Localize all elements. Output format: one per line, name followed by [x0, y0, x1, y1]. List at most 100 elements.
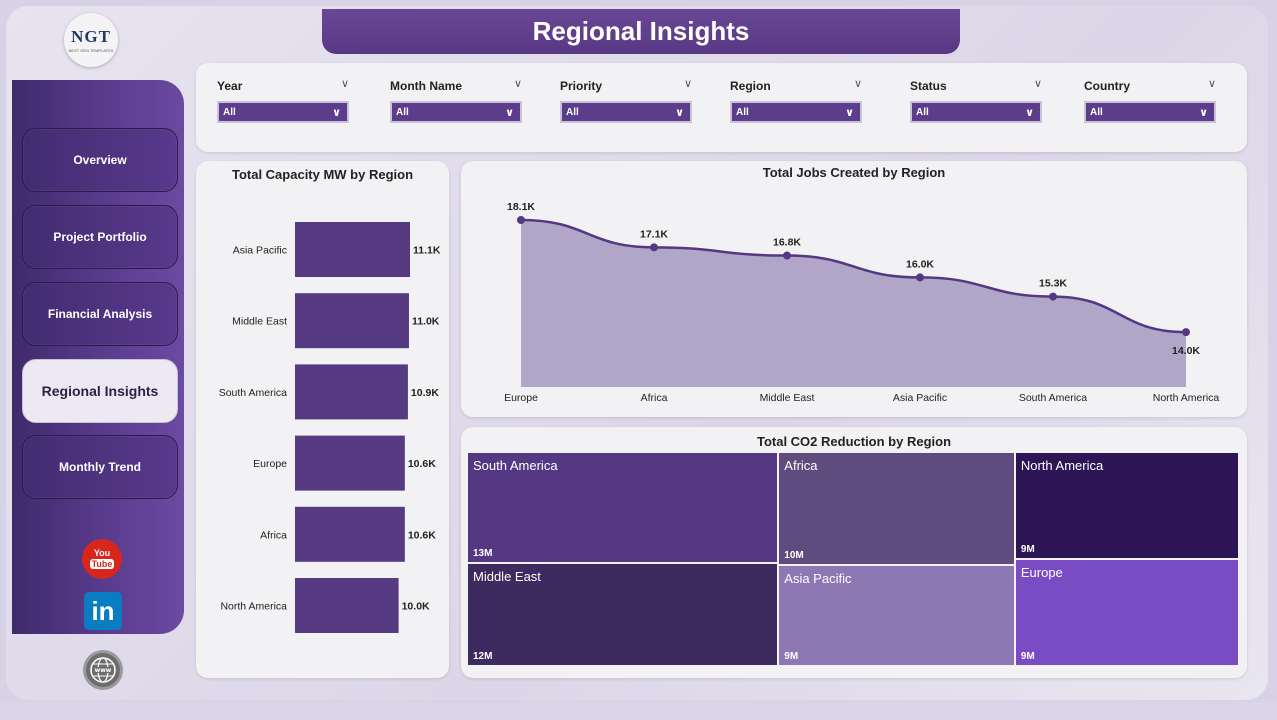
jobs-data-label: 16.0K	[906, 258, 934, 270]
capacity-bar[interactable]	[295, 364, 408, 420]
jobs-data-label: 15.3K	[1039, 278, 1067, 290]
filter-year: Year ∨ All ∨	[217, 78, 349, 123]
youtube-icon[interactable]: You Tube	[82, 539, 122, 579]
jobs-data-label: 17.1K	[640, 228, 668, 240]
chevron-down-icon[interactable]: ∨	[340, 78, 349, 90]
co2-chart-title: Total CO2 Reduction by Region	[756, 434, 952, 449]
jobs-area-fill	[521, 220, 1186, 387]
select-value: All	[566, 106, 579, 118]
treemap-cell-value: 9M	[1020, 651, 1035, 662]
treemap-cell-value: 10M	[784, 549, 804, 561]
linkedin-icon[interactable]: in	[84, 592, 122, 630]
month-name-select[interactable]: All ∨	[390, 101, 522, 123]
nav-overview-button[interactable]: Overview	[22, 128, 178, 192]
capacity-category-label: Africa	[260, 529, 287, 541]
nav-financial-analysis-button[interactable]: Financial Analysis	[22, 282, 178, 346]
ngt-logo: NGT NEXT GEN TEMPLATES	[64, 13, 118, 67]
filter-month-name: Month Name ∨ All ∨	[390, 78, 522, 123]
chevron-down-icon[interactable]: ∨	[683, 78, 692, 90]
capacity-category-label: North America	[220, 601, 287, 613]
treemap-cell[interactable]: South America 13M	[468, 453, 778, 563]
country-select[interactable]: All ∨	[1084, 101, 1216, 123]
treemap-cell[interactable]: Africa 10M	[779, 453, 1014, 564]
treemap-cell[interactable]: Europe 9M	[1015, 560, 1238, 665]
select-value: All	[916, 106, 929, 118]
treemap-cell-name: Middle East	[473, 569, 541, 585]
capacity-bar[interactable]	[295, 578, 399, 633]
filter-label: Priority	[560, 79, 603, 93]
capacity-data-label: 10.0K	[402, 601, 430, 613]
filter-label: Region	[730, 79, 771, 93]
jobs-data-point[interactable]	[1049, 292, 1057, 301]
capacity-bar[interactable]	[295, 506, 405, 562]
logo-text: NGT	[71, 27, 111, 46]
jobs-area-chart: 18.1K Europe 17.1K Africa 16.8K Middle East 16…	[504, 201, 1220, 404]
capacity-data-label: 11.0K	[412, 316, 440, 328]
jobs-data-point[interactable]	[916, 273, 924, 282]
treemap-cell[interactable]: Asia Pacific 9M	[779, 565, 1014, 665]
capacity-bar[interactable]	[295, 222, 410, 277]
filter-region: Region ∨ All ∨	[730, 78, 862, 123]
jobs-category-label: North America	[1153, 392, 1220, 404]
filter-label: Status	[910, 79, 947, 93]
chevron-down-icon[interactable]: ∨	[1207, 78, 1216, 90]
nav-monthly-trend-button[interactable]: Monthly Trend	[22, 435, 178, 499]
jobs-category-label: Africa	[641, 392, 668, 404]
jobs-chart-card: Total Jobs Created by Region 18.1K Europe…	[461, 161, 1247, 417]
capacity-category-label: Asia Pacific	[233, 245, 287, 257]
jobs-category-label: Asia Pacific	[893, 392, 947, 404]
nav-label: Project Portfolio	[53, 230, 147, 244]
filter-panel: Year ∨ All ∨ Month Name ∨ All ∨ Priority ∨…	[196, 63, 1247, 152]
jobs-data-point[interactable]	[517, 216, 525, 224]
jobs-data-label: 14.0K	[1172, 345, 1200, 357]
treemap-cell-value: 12M	[473, 650, 493, 662]
treemap-cell[interactable]: Middle East 12M	[468, 564, 778, 665]
nav-label: Monthly Trend	[59, 460, 141, 474]
filter-status: Status ∨ All ∨	[910, 78, 1042, 123]
treemap-cell-name: North America	[1020, 458, 1104, 473]
treemap-cell-name: Africa	[784, 458, 818, 473]
priority-select[interactable]: All ∨	[560, 101, 692, 123]
jobs-data-point[interactable]	[783, 251, 791, 260]
jobs-category-label: Europe	[504, 392, 538, 404]
capacity-data-label: 10.9K	[411, 387, 439, 399]
treemap-cell-value: 9M	[784, 650, 799, 662]
svg-text:www: www	[95, 667, 112, 674]
treemap-cell-name: Europe	[1020, 565, 1063, 580]
jobs-data-label: 18.1K	[507, 201, 535, 213]
nav-regional-insights-button[interactable]: Regional Insights	[22, 359, 178, 423]
chevron-down-icon[interactable]: ∨	[513, 78, 522, 90]
chevron-down-icon: ∨	[332, 106, 341, 119]
capacity-bar-chart: Asia Pacific 11.1K Middle East 11.0K South A…	[219, 222, 441, 633]
jobs-data-point[interactable]	[650, 243, 658, 252]
co2-chart-card: Total CO2 Reduction by Region South Amer…	[461, 427, 1247, 678]
globe-icon[interactable]: www	[83, 650, 123, 690]
jobs-data-label: 16.8K	[773, 237, 801, 249]
jobs-data-point[interactable]	[1182, 328, 1190, 337]
region-select[interactable]: All ∨	[730, 101, 862, 123]
logo-subtext: NEXT GEN TEMPLATES	[68, 48, 114, 53]
chevron-down-icon: ∨	[845, 106, 854, 119]
capacity-chart-title: Total Capacity MW by Region	[231, 167, 414, 182]
page-title: Regional Insights	[532, 16, 750, 46]
capacity-bar[interactable]	[295, 435, 405, 491]
capacity-category-label: South America	[219, 387, 287, 399]
chevron-down-icon: ∨	[1025, 106, 1034, 119]
select-value: All	[396, 106, 409, 118]
filter-label: Year	[217, 79, 243, 93]
capacity-data-label: 10.6K	[408, 529, 436, 541]
capacity-bar[interactable]	[295, 293, 409, 349]
nav-project-portfolio-button[interactable]: Project Portfolio	[22, 205, 178, 269]
nav-label: Financial Analysis	[47, 307, 153, 321]
nav-label: Regional Insights	[41, 383, 159, 399]
filter-country: Country ∨ All ∨	[1084, 78, 1216, 123]
jobs-chart-title: Total Jobs Created by Region	[762, 165, 946, 180]
year-select[interactable]: All ∨	[217, 101, 349, 123]
chevron-down-icon[interactable]: ∨	[1033, 78, 1042, 90]
chevron-down-icon[interactable]: ∨	[853, 78, 862, 90]
status-select[interactable]: All ∨	[910, 101, 1042, 123]
treemap-cell[interactable]: North America 9M	[1015, 453, 1238, 558]
treemap-cell-name: Asia Pacific	[784, 570, 852, 586]
jobs-series-line	[520, 218, 1187, 334]
filter-label: Country	[1084, 79, 1130, 93]
